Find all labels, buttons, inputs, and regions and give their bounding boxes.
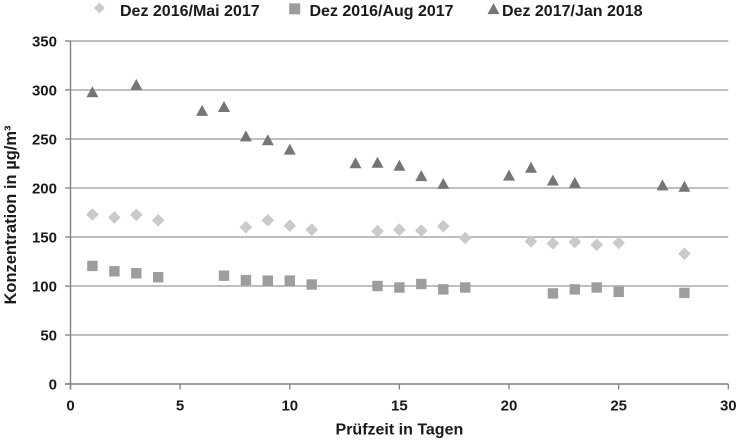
svg-text:20: 20 [501, 398, 518, 415]
svg-text:10: 10 [281, 398, 298, 415]
svg-text:100: 100 [32, 278, 57, 295]
svg-text:Konzentration in µg/m³: Konzentration in µg/m³ [2, 125, 20, 305]
svg-text:50: 50 [40, 327, 57, 344]
svg-text:Dez 2016/Mai 2017: Dez 2016/Mai 2017 [120, 3, 260, 20]
svg-text:30: 30 [720, 398, 737, 415]
svg-text:25: 25 [610, 398, 627, 415]
svg-text:150: 150 [32, 229, 57, 246]
svg-text:15: 15 [391, 398, 408, 415]
svg-text:0: 0 [66, 398, 74, 415]
svg-text:350: 350 [32, 33, 57, 50]
svg-text:Dez 2017/Jan 2018: Dez 2017/Jan 2018 [502, 3, 643, 20]
svg-text:300: 300 [32, 82, 57, 99]
svg-text:200: 200 [32, 180, 57, 197]
svg-text:Prüfzeit in Tagen: Prüfzeit in Tagen [336, 422, 464, 439]
svg-text:250: 250 [32, 131, 57, 148]
svg-text:Dez 2016/Aug 2017: Dez 2016/Aug 2017 [310, 3, 454, 20]
svg-text:0: 0 [49, 376, 57, 393]
svg-text:5: 5 [176, 398, 184, 415]
